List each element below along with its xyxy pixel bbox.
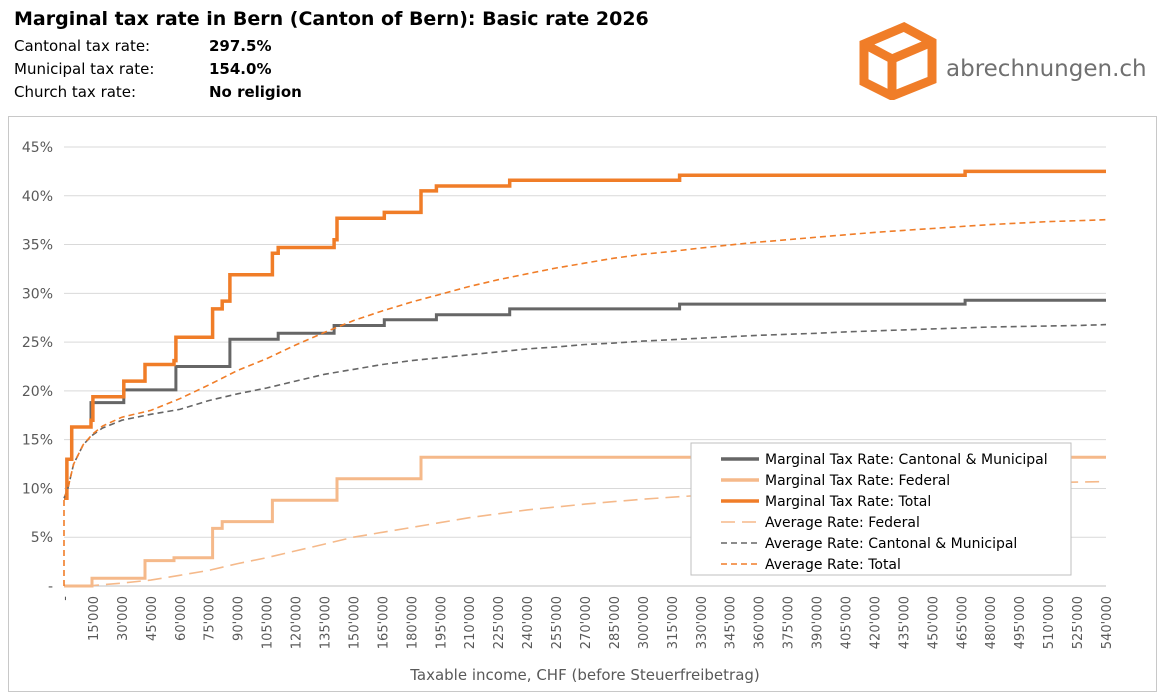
x-tick-label: 45'000 [145,596,160,641]
series-line-2 [64,169,1106,500]
x-tick-label: - [58,596,73,601]
x-tick-label: 225'000 [492,596,507,649]
brand-logo-text: abrechnungen.ch [946,56,1147,82]
x-axis-title: Taxable income, CHF (before Steuerfreibe… [409,666,760,684]
x-tick-label: 525'000 [1071,596,1086,649]
x-tick-label: 120'000 [290,596,305,649]
x-tick-label: 90'000 [232,596,247,641]
church-tax-rate-value: No religion [209,83,302,101]
chart-title: Marginal tax rate in Bern (Canton of Ber… [14,8,649,30]
x-tick-label: 195'000 [434,596,449,649]
cantonal-tax-rate-row: Cantonal tax rate: 297.5% [14,37,271,55]
legend-label: Average Rate: Federal [765,515,920,531]
legend-label: Marginal Tax Rate: Federal [765,473,950,489]
y-tick-label: 40% [22,189,53,205]
legend-label: Average Rate: Cantonal & Municipal [765,536,1017,552]
x-tick-label: 360'000 [753,596,768,649]
x-tick-label: 30'000 [116,596,131,641]
y-tick-label: 35% [22,238,53,254]
series-line-3 [63,480,1107,587]
y-tick-label: 25% [22,335,53,351]
legend-label: Marginal Tax Rate: Total [765,494,931,510]
municipal-tax-rate-value: 154.0% [209,60,272,78]
cantonal-tax-rate-label: Cantonal tax rate: [14,37,151,55]
legend-label: Marginal Tax Rate: Cantonal & Municipal [765,452,1048,468]
x-tick-label: 375'000 [782,596,797,649]
y-tick-label: - [48,579,53,595]
x-tick-label: 210'000 [463,596,478,649]
legend-label: Average Rate: Total [765,557,901,573]
x-tick-label: 450'000 [926,596,941,649]
series-line-4 [63,323,1107,499]
x-tick-label: 180'000 [405,596,420,649]
y-tick-label: 10% [22,481,53,497]
x-tick-label: 105'000 [261,596,276,649]
x-tick-label: 285'000 [608,596,623,649]
x-tick-label: 435'000 [897,596,912,649]
x-tick-label: 420'000 [868,596,883,649]
y-tick-label: 5% [31,530,53,546]
chart-header: Marginal tax rate in Bern (Canton of Ber… [0,0,1165,112]
x-tick-label: 240'000 [521,596,536,649]
legend-box [690,442,1072,576]
y-tick-label: 15% [22,433,53,449]
church-tax-rate-row: Church tax rate: No religion [14,83,302,101]
x-tick-label: 390'000 [811,596,826,649]
x-tick-label: 165'000 [376,596,391,649]
church-tax-rate-label: Church tax rate: [14,83,137,101]
x-tick-label: 255'000 [550,596,565,649]
x-tick-label: 510'000 [1042,596,1057,649]
x-tick-label: 465'000 [955,596,970,649]
cantonal-tax-rate-value: 297.5% [209,37,272,55]
x-tick-label: 480'000 [984,596,999,649]
y-tick-label: 20% [22,384,53,400]
x-tick-label: 75'000 [203,596,218,641]
x-tick-label: 495'000 [1013,596,1028,649]
marginal-tax-rate-chart: - 5% 10% 15% 20% 25% 30% 35% 40% 45% - 15'000 30'000… [22,140,1115,684]
x-tick-label: 330'000 [695,596,710,649]
x-tick-label: 345'000 [724,596,739,649]
municipal-tax-rate-row: Municipal tax rate: 154.0% [14,60,271,78]
series-line-1 [64,455,1106,588]
y-tick-label: 45% [22,140,53,156]
x-tick-label: 135'000 [319,596,334,649]
municipal-tax-rate-label: Municipal tax rate: [14,60,155,78]
x-tick-label: 300'000 [637,596,652,649]
y-tick-label: 30% [22,286,53,302]
x-tick-label: 150'000 [347,596,362,649]
x-tick-label: 540'000 [1100,596,1115,649]
x-tick-label: 405'000 [840,596,855,649]
chart-frame: - 5% 10% 15% 20% 25% 30% 35% 40% 45% - 15'000 30'000… [8,116,1157,692]
box-icon [859,22,937,100]
x-tick-label: 270'000 [579,596,594,649]
x-tick-label: 315'000 [666,596,681,649]
x-tick-label: 60'000 [174,596,189,641]
x-tick-label: 15'000 [87,596,102,641]
